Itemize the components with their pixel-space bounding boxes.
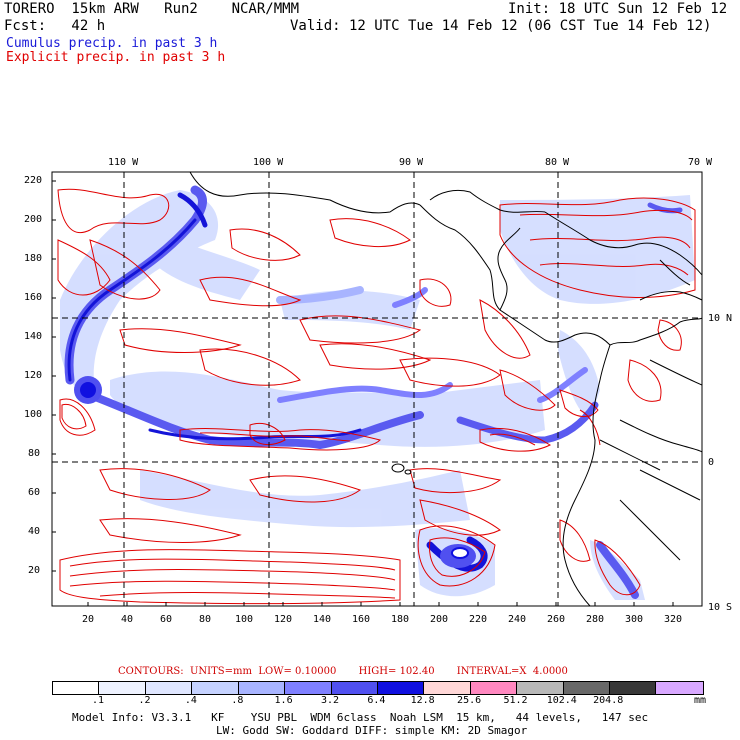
cumulus-heavy-bands: [64, 185, 683, 599]
colorbar-label: .2: [138, 695, 151, 706]
x-tick: 320: [664, 614, 683, 625]
colorbar-swatch: [470, 682, 518, 694]
colorbar-swatch: [517, 682, 564, 694]
x-tick: 220: [469, 614, 488, 625]
colorbar-swatch: [424, 682, 471, 694]
colorbar-swatch: [377, 682, 425, 694]
model-info: Model Info: V3.3.1 KF YSU PBL WDM 6class…: [72, 711, 649, 724]
colorbar-swatch: [192, 682, 239, 694]
forecast-hour: Fcst: 42 h: [4, 18, 106, 34]
colorbar-label: 1.6: [274, 695, 293, 706]
colorbar-label: 25.6: [457, 695, 482, 706]
colorbar-swatch: [563, 682, 611, 694]
colorbar-swatch: [285, 682, 332, 694]
lon-label-110w: 110 W: [108, 157, 139, 168]
y-tick: 60: [28, 487, 41, 498]
colorbar-swatch: [656, 682, 703, 694]
colorbar-label: 204.8: [593, 695, 624, 706]
x-tick: 160: [352, 614, 371, 625]
x-tick: 280: [586, 614, 605, 625]
coastlines: [189, 171, 703, 607]
y-tick: 220: [24, 175, 43, 186]
x-tick: 20: [82, 614, 95, 625]
explicit-legend: Explicit precip. in past 3 h: [6, 50, 226, 65]
y-tick: 160: [24, 292, 43, 303]
contour-info: CONTOURS: UNITS=mm LOW= 0.10000 HIGH= 10…: [118, 666, 568, 677]
lat-label-0: 0: [708, 457, 715, 468]
colorbar-label: .8: [231, 695, 244, 706]
lat-label-10s: 10 S: [708, 602, 733, 613]
colorbar-unit: mm: [694, 695, 707, 706]
y-tick: 40: [28, 526, 41, 537]
init-time: Init: 18 UTC Sun 12 Feb 12: [508, 1, 728, 17]
x-tick: 60: [160, 614, 173, 625]
x-tick: 140: [313, 614, 332, 625]
colorbar-swatch: [145, 682, 193, 694]
colorbar-label: .4: [184, 695, 197, 706]
x-tick: 80: [199, 614, 212, 625]
lon-label-70w: 70 W: [688, 157, 713, 168]
lat-label-10n: 10 N: [708, 313, 733, 324]
colorbar-label: 102.4: [546, 695, 577, 706]
y-tick: 20: [28, 565, 41, 576]
vortex-core: [74, 376, 476, 568]
y-tick: 80: [28, 448, 41, 459]
precip-map: [51, 171, 703, 607]
y-tick: 200: [24, 214, 43, 225]
x-tick: 300: [625, 614, 644, 625]
colorbar-swatch: [238, 682, 286, 694]
y-tick: 100: [24, 409, 43, 420]
map-frame: [51, 171, 703, 607]
colorbar-label: 3.2: [320, 695, 340, 706]
x-tick: 120: [274, 614, 293, 625]
y-tick: 140: [24, 331, 43, 342]
y-tick: 180: [24, 253, 43, 264]
lat-lon-grid: [52, 172, 702, 606]
x-tick: 260: [547, 614, 566, 625]
colorbar-label: 12.8: [410, 695, 435, 706]
physics-info: LW: Godd SW: Goddard DIFF: simple KM: 2D…: [216, 724, 528, 737]
colorbar-swatch: [610, 682, 657, 694]
x-tick: 200: [430, 614, 449, 625]
colorbar-swatch: [331, 682, 378, 694]
lon-label-90w: 90 W: [399, 157, 424, 168]
x-tick: 240: [508, 614, 527, 625]
colorbar-swatch: [99, 682, 146, 694]
y-tick: 120: [24, 370, 43, 381]
x-tick: 180: [391, 614, 410, 625]
colorbar-label: 51.2: [503, 695, 528, 706]
colorbar-swatch: [53, 682, 100, 694]
valid-time: Valid: 12 UTC Tue 14 Feb 12 (06 CST Tue …: [290, 18, 712, 34]
header-title: TORERO 15km ARW Run2 NCAR/MMM: [4, 1, 300, 17]
colorbar-label: .1: [92, 695, 105, 706]
x-tick: 40: [121, 614, 134, 625]
frame-ticks: [52, 180, 674, 606]
x-tick: 100: [235, 614, 254, 625]
lon-label-80w: 80 W: [545, 157, 570, 168]
cumulus-legend: Cumulus precip. in past 3 h: [6, 36, 218, 51]
colorbar: [52, 681, 704, 695]
colorbar-label: 6.4: [367, 695, 386, 706]
lon-label-100w: 100 W: [253, 157, 284, 168]
